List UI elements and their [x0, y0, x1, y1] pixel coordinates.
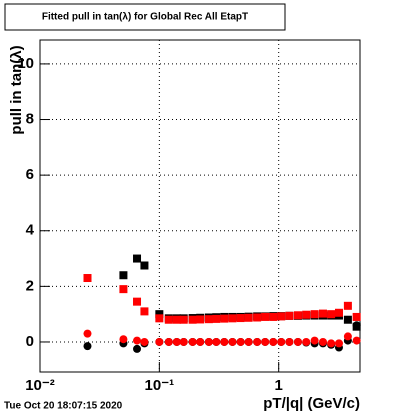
square-marker: [220, 314, 229, 323]
square-marker: [244, 313, 253, 322]
square-marker: [318, 309, 327, 318]
circle-marker: [196, 337, 205, 346]
x-tick-label: 10⁻¹: [145, 377, 175, 394]
circle-marker: [352, 336, 361, 345]
square-marker: [228, 314, 237, 323]
square-marker: [196, 315, 205, 324]
square-marker: [188, 315, 197, 324]
square-marker: [277, 312, 286, 321]
x-tick-label: 1: [275, 377, 283, 394]
square-marker: [164, 315, 173, 324]
y-tick-label: 6: [26, 166, 34, 183]
square-marker: [179, 315, 188, 324]
y-tick-label: 2: [26, 277, 34, 294]
timestamp: Tue Oct 20 18:07:15 2020: [4, 401, 123, 412]
square-marker: [133, 297, 142, 306]
circle-marker: [220, 337, 229, 346]
plot-frame: [39, 39, 361, 373]
chart-title: Fitted pull in tan(λ) for Global Rec All…: [42, 12, 248, 23]
square-marker: [293, 311, 302, 320]
square-marker: [204, 315, 213, 324]
circle-marker: [164, 337, 173, 346]
circle-marker: [172, 337, 181, 346]
y-axis-label: pull in tan(λ): [8, 45, 25, 134]
circle-marker: [228, 337, 237, 346]
circle-marker: [204, 337, 213, 346]
circle-marker: [310, 336, 319, 345]
circle-marker: [269, 337, 278, 346]
circle-marker: [334, 339, 343, 348]
circle-marker: [83, 329, 92, 338]
circle-marker: [261, 337, 270, 346]
circle-marker: [343, 332, 352, 341]
circle-marker: [83, 342, 92, 351]
circle-marker: [133, 344, 142, 353]
square-marker: [212, 314, 221, 323]
circle-marker: [119, 335, 128, 344]
square-marker: [310, 310, 319, 319]
x-tick-label: 10⁻²: [25, 377, 55, 394]
circle-marker: [155, 337, 164, 346]
square-marker: [285, 311, 294, 320]
square-marker: [261, 312, 270, 321]
square-marker: [253, 313, 262, 322]
square-marker: [352, 312, 361, 321]
x-axis-label: pT/|q| (GeV/c): [263, 395, 360, 412]
square-marker: [236, 314, 245, 323]
circle-marker: [253, 337, 262, 346]
circle-marker: [236, 337, 245, 346]
square-marker: [119, 285, 128, 294]
square-marker: [83, 274, 92, 283]
square-marker: [327, 310, 336, 319]
circle-marker: [133, 336, 142, 345]
square-marker: [140, 307, 149, 316]
square-marker: [172, 315, 181, 324]
square-marker: [269, 312, 278, 321]
square-marker: [133, 254, 142, 263]
square-marker: [302, 310, 311, 319]
circle-marker: [277, 337, 286, 346]
y-tick-label: 10: [17, 55, 34, 72]
circle-marker: [212, 337, 221, 346]
square-marker: [140, 261, 149, 270]
circle-marker: [302, 337, 311, 346]
y-tick-label: 8: [26, 110, 34, 127]
square-marker: [155, 314, 164, 323]
circle-marker: [179, 337, 188, 346]
circle-marker: [318, 337, 327, 346]
square-marker: [334, 308, 343, 317]
circle-marker: [285, 337, 294, 346]
circle-marker: [293, 337, 302, 346]
square-marker: [343, 315, 352, 324]
title-box: [4, 3, 286, 31]
y-tick-label: 0: [26, 333, 34, 350]
circle-marker: [188, 337, 197, 346]
square-marker: [155, 310, 164, 319]
circle-marker: [327, 339, 336, 348]
circle-marker: [140, 337, 149, 346]
square-marker: [119, 271, 128, 280]
square-marker: [343, 301, 352, 310]
circle-marker: [352, 321, 361, 330]
y-tick-label: 4: [26, 222, 35, 239]
circle-marker: [244, 337, 253, 346]
